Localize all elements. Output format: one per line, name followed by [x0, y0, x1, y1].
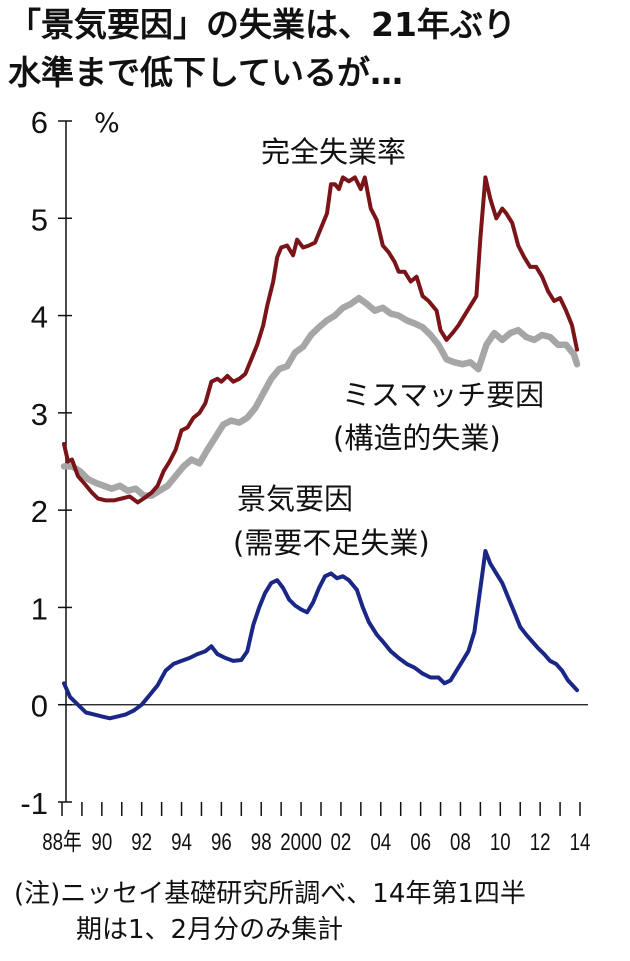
y-axis-unit-label: %	[94, 108, 120, 139]
y-tick-label: 5	[31, 202, 48, 237]
x-tick-label: 96	[211, 829, 232, 856]
x-tick-label: 92	[131, 829, 152, 856]
x-tick-label: 14	[570, 829, 591, 856]
x-tick-label: 10	[490, 829, 511, 856]
series-line-0	[62, 175, 579, 505]
footnote-line1: (注)ニッセイ基礎研究所調べ、14年第1四半	[14, 879, 526, 909]
y-tick-label: 0	[31, 689, 48, 724]
x-tick-label: 98	[251, 829, 272, 856]
series-label: 景気要因	[237, 482, 353, 516]
x-tick-label: 90	[91, 829, 112, 856]
x-tick-label: 08	[450, 829, 471, 856]
y-tick-label: 6	[31, 105, 48, 140]
chart-title-line1: 「景気要因」の失業は、21年ぶり	[8, 5, 516, 44]
x-tick-label: 06	[410, 829, 431, 856]
y-tick-label: 4	[31, 300, 48, 335]
series-label: (構造的失業)	[333, 421, 501, 455]
y-tick-label: 3	[31, 397, 48, 432]
x-tick-label: 94	[171, 829, 192, 856]
y-tick-label: 2	[31, 494, 48, 529]
x-tick-label: 2000	[280, 829, 322, 856]
x-tick-label: 88年	[42, 829, 82, 856]
x-tick-label: 04	[370, 829, 391, 856]
series-label: ミスマッチ要因	[342, 378, 544, 412]
series-label: (需要不足失業)	[233, 526, 430, 560]
chart-series	[60, 175, 581, 721]
y-tick-label: 1	[31, 591, 48, 626]
series-line-2	[62, 549, 579, 721]
footnote-line2: 期は1、2月分のみ集計	[76, 915, 344, 945]
chart-title-line2: 水準まで低下しているが…	[8, 53, 404, 92]
x-tick-label: 02	[331, 829, 352, 856]
y-tick-label: -1	[20, 786, 48, 821]
series-label: 完全失業率	[261, 135, 406, 169]
x-tick-label: 12	[530, 829, 551, 856]
